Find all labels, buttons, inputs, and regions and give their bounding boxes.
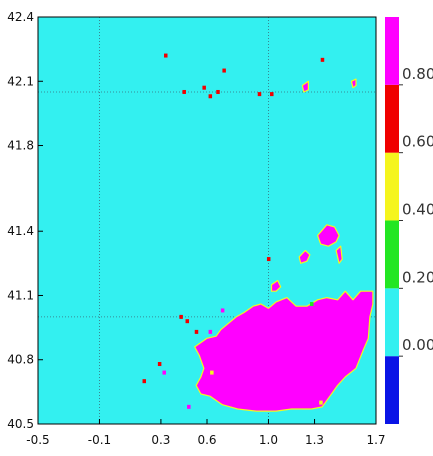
main-high-value-region — [194, 290, 374, 412]
data-speck-0 — [164, 53, 168, 58]
x-tick-label-3: 0.6 — [197, 433, 216, 447]
data-speck-17 — [179, 314, 183, 319]
data-speck-13 — [142, 379, 147, 384]
x-tick-label-6: 1.7 — [366, 433, 385, 447]
small-blob-near-42-1 — [301, 80, 309, 93]
data-regions — [194, 78, 374, 412]
colorbar-label-2: 0.40 — [402, 201, 433, 219]
y-tick-label-5: 42.1 — [7, 74, 34, 88]
data-speck-19 — [319, 400, 323, 405]
data-speck-18 — [220, 308, 225, 313]
x-tick-label-0: -0.5 — [26, 433, 49, 447]
x-tick-label-2: 0.3 — [151, 433, 170, 447]
small-blob-far-right — [350, 78, 357, 89]
x-axis: -0.5 -0.1 0.3 0.6 1.0 1.3 1.7 — [26, 419, 386, 447]
data-speck-11 — [194, 329, 199, 334]
mid-blob — [270, 279, 282, 292]
data-speck-5 — [222, 68, 226, 73]
colorbar-bin-1 — [385, 288, 399, 357]
data-speck-14 — [162, 370, 166, 375]
data-speck-9 — [266, 257, 271, 262]
y-tick-label-0: 40.5 — [7, 417, 34, 431]
data-speck-10 — [185, 319, 190, 324]
data-speck-3 — [208, 94, 213, 99]
data-speck-1 — [182, 89, 186, 94]
x-tick-label-4: 1.0 — [259, 433, 278, 447]
colorbar-bin-4 — [385, 84, 399, 153]
colorbar-bin-3 — [385, 152, 399, 221]
data-speck-21 — [210, 370, 214, 375]
colorbar: 0.00 0.20 0.40 0.60 0.80 — [385, 17, 433, 424]
upper-right-blob-c — [335, 245, 343, 264]
data-speck-16 — [208, 329, 213, 334]
colorbar-bin-2 — [385, 220, 399, 289]
y-axis: 40.5 40.8 41.1 41.4 41.8 42.1 42.4 — [7, 10, 43, 431]
upper-right-blob-b — [298, 249, 311, 264]
data-speck-6 — [257, 92, 262, 97]
upper-right-blob — [317, 224, 340, 247]
y-tick-label-2: 41.1 — [7, 288, 34, 302]
colorbar-label-0: 0.00 — [402, 336, 433, 354]
colorbar-bin-5 — [385, 17, 399, 85]
x-tick-label-1: -0.1 — [88, 433, 111, 447]
data-speck-4 — [216, 89, 220, 94]
data-speck-20 — [309, 302, 314, 307]
colorbar-bin-0 — [385, 356, 399, 424]
colorbar-label-1: 0.20 — [402, 268, 433, 286]
y-tick-label-6: 42.4 — [7, 10, 34, 24]
y-tick-label-4: 41.8 — [7, 139, 34, 153]
data-specks — [142, 53, 325, 409]
colorbar-label-4: 0.80 — [402, 65, 433, 83]
data-speck-2 — [202, 85, 206, 90]
data-speck-12 — [157, 362, 162, 367]
y-tick-label-3: 41.4 — [7, 224, 34, 238]
data-speck-7 — [270, 92, 274, 97]
x-tick-label-5: 1.3 — [305, 433, 324, 447]
data-speck-8 — [320, 57, 325, 62]
y-tick-label-1: 40.8 — [7, 353, 34, 367]
data-speck-15 — [187, 404, 191, 409]
colorbar-label-3: 0.60 — [402, 133, 433, 151]
